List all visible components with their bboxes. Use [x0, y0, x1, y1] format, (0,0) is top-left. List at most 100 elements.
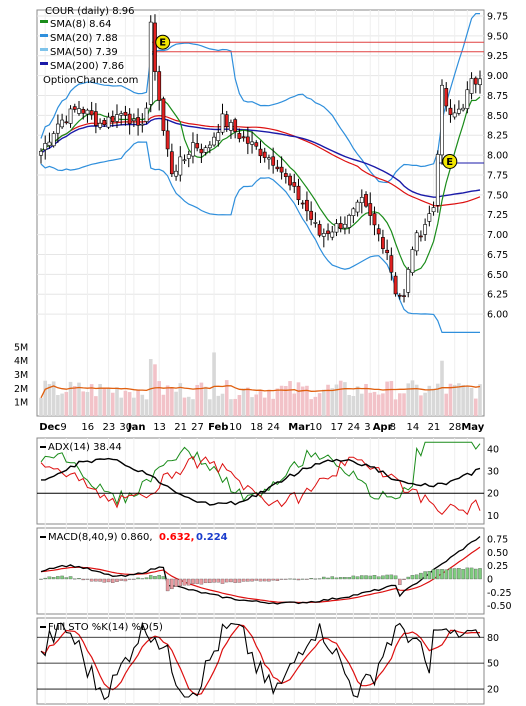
candle-body: [237, 133, 242, 139]
volume-bar: [360, 393, 364, 416]
macd-histogram-bar: [212, 578, 216, 583]
volume-bar: [51, 381, 56, 416]
volume-bar: [224, 380, 229, 416]
x-tick-label: 14: [406, 422, 419, 433]
macd-histogram-bar: [313, 578, 318, 580]
macd-histogram-bar: [343, 577, 347, 580]
volume-bar: [56, 394, 60, 416]
volume-bar: [68, 381, 73, 416]
x-tick-label: 10: [309, 422, 322, 433]
candle-body: [279, 166, 284, 173]
candle-body: [419, 235, 423, 238]
macd-histogram-bar: [461, 569, 465, 580]
volume-bar: [115, 387, 119, 416]
x-tick-label: 13: [153, 422, 166, 433]
volume-bar: [457, 383, 461, 416]
volume-bar: [431, 388, 436, 416]
macd-histogram-bar: [309, 578, 313, 580]
indicator-tick-label: 80: [487, 633, 499, 644]
candle-body: [456, 108, 461, 114]
volume-bar: [144, 399, 149, 416]
macd-histogram-bar: [161, 576, 166, 580]
macd-line: [40, 536, 481, 605]
price-tick-label: 8.75: [487, 91, 508, 102]
volume-bar: [317, 393, 322, 416]
candle-body: [300, 202, 305, 205]
macd-histogram-bar: [224, 578, 229, 583]
volume-bar: [106, 387, 111, 416]
candle-body: [469, 78, 474, 94]
candle-body: [397, 294, 402, 297]
macd-histogram-bar: [393, 575, 398, 580]
candle-body: [178, 156, 183, 176]
price-panel: [36, 9, 485, 417]
price-tick-label: 7.50: [487, 190, 508, 201]
legend-swatch-sma200: [40, 62, 48, 65]
macd-histogram-bar: [406, 576, 410, 580]
volume-bar: [208, 399, 212, 416]
volume-bar: [478, 384, 482, 416]
macd-histogram-bar: [271, 578, 275, 581]
macd-histogram-bar: [229, 578, 233, 583]
indicator-tick-label: -0.50: [487, 601, 512, 612]
volume-bar: [178, 383, 183, 416]
candle-body: [283, 173, 288, 177]
volume-bar: [94, 396, 98, 416]
candle-body: [275, 166, 280, 170]
sto-legend: Full STO %K(14) %D(5): [40, 622, 163, 633]
volume-tick-label: 4M: [14, 356, 28, 367]
indicator-tick-label: 20: [487, 489, 499, 500]
macd-histogram-bar: [89, 578, 94, 582]
volume-bar: [288, 381, 292, 416]
macd-histogram-bar: [334, 577, 339, 580]
source-label: OptionChance.com: [43, 75, 138, 86]
macd-histogram-bar: [326, 577, 330, 580]
macd-histogram-bar: [123, 578, 128, 582]
x-tick-label: Jan: [127, 422, 146, 433]
volume-bar: [473, 398, 478, 416]
macd-histogram-bar: [364, 575, 368, 580]
candle-body: [305, 199, 309, 212]
candle-body: [338, 223, 343, 230]
candle-body: [292, 182, 297, 187]
macd-histogram-bar: [115, 578, 119, 582]
candle-body: [203, 147, 208, 153]
macd-histogram-bar: [427, 571, 432, 580]
candle-body: [381, 237, 385, 249]
candle-body: [195, 143, 200, 149]
price-tick-label: 9.25: [487, 51, 508, 62]
macd-histogram-bar: [330, 576, 335, 580]
candle-body: [317, 224, 322, 236]
bollinger-lower-line: [40, 141, 480, 333]
volume-bar: [309, 399, 313, 416]
candle-body: [43, 143, 48, 150]
volume-bar: [267, 389, 271, 416]
volume-bar: [195, 384, 199, 416]
macd-histogram-bar: [98, 578, 102, 582]
macd-histogram-bar: [186, 578, 191, 586]
volume-bar: [322, 389, 326, 416]
macd-histogram-bar: [355, 576, 360, 580]
macd-histogram-bar: [292, 578, 297, 580]
volume-bar: [397, 393, 402, 416]
candle-body: [389, 255, 394, 273]
macd-histogram-bar: [144, 577, 149, 580]
adx-label: ADX(14) 38.44: [48, 442, 122, 453]
x-tick-label: 21: [428, 422, 441, 433]
macd-histogram-bar: [317, 578, 322, 580]
volume-bar: [216, 395, 221, 416]
macd-histogram-bar: [64, 577, 69, 580]
x-tick-label: Dec: [39, 422, 60, 433]
volume-bar: [170, 387, 174, 416]
volume-bar: [461, 384, 465, 416]
candle-body: [321, 233, 326, 237]
candle-body: [427, 213, 432, 222]
volume-bar: [241, 388, 246, 416]
x-tick-label: 8: [390, 422, 396, 433]
macd-histogram-bar: [56, 576, 60, 580]
candle-body: [85, 109, 90, 115]
earnings-marker-label: E: [159, 38, 166, 49]
candle-body: [271, 156, 276, 166]
volume-bar: [351, 396, 356, 416]
volume-bar: [161, 394, 166, 416]
